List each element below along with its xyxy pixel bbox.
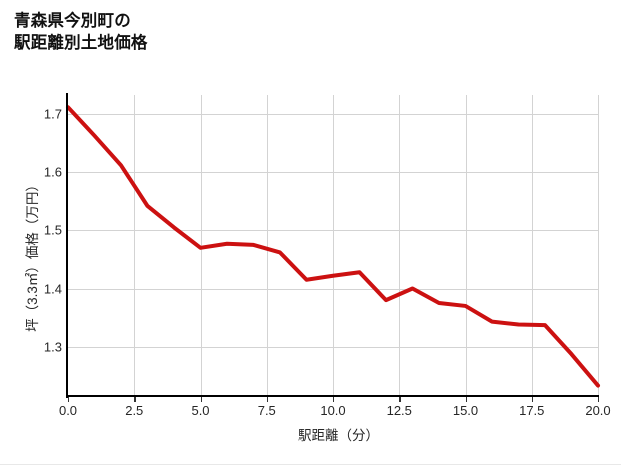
price-line bbox=[66, 105, 600, 388]
x-tick-mark bbox=[598, 397, 600, 402]
gridline-x bbox=[200, 95, 202, 396]
y-axis-label: 坪（3.3㎡）価格（万円） bbox=[25, 178, 40, 332]
y-tick-label: 1.6 bbox=[43, 164, 62, 180]
gridline-x bbox=[598, 95, 599, 396]
x-tick-mark bbox=[200, 397, 202, 402]
x-tick-mark bbox=[68, 397, 70, 402]
x-tick-mark bbox=[465, 397, 467, 402]
x-tick-label: 7.5 bbox=[257, 403, 276, 418]
x-tick-label: 15.0 bbox=[452, 403, 479, 418]
x-tick-mark bbox=[134, 397, 136, 402]
chart-title-line1: 青森県今別町の bbox=[14, 12, 131, 30]
gridline-x bbox=[399, 95, 401, 396]
x-tick-label: 20.0 bbox=[585, 403, 611, 418]
y-tick-label: 1.3 bbox=[43, 339, 62, 355]
x-tick-mark bbox=[531, 397, 534, 402]
gridline-x bbox=[333, 95, 334, 396]
x-axis-label: 駅距離（分） bbox=[298, 428, 379, 443]
x-tick-label: 2.5 bbox=[125, 403, 144, 418]
page-title: 青森県今別町の 駅距離別土地価格 bbox=[14, 10, 148, 55]
x-tick-mark bbox=[399, 397, 401, 402]
x-tick-mark bbox=[333, 397, 335, 402]
x-tick-label: 0.0 bbox=[58, 403, 78, 418]
y-tick-label: 1.7 bbox=[43, 106, 62, 122]
x-tick-mark bbox=[266, 397, 269, 402]
gridline-x bbox=[531, 95, 533, 396]
x-tick-label: 5.0 bbox=[191, 403, 210, 418]
chart-title-line2: 駅距離別土地価格 bbox=[14, 34, 148, 53]
x-axis-line bbox=[66, 395, 599, 398]
gridline-x bbox=[134, 95, 136, 396]
gridline-x bbox=[465, 95, 467, 396]
x-tick-label: 10.0 bbox=[320, 403, 346, 418]
y-tick-label: 1.4 bbox=[43, 281, 62, 296]
x-tick-label: 17.5 bbox=[519, 403, 545, 418]
y-axis-line bbox=[66, 93, 69, 398]
plot-area bbox=[66, 95, 600, 396]
gridline-x bbox=[266, 95, 268, 396]
y-tick-label: 1.5 bbox=[43, 222, 62, 238]
x-tick-label: 12.5 bbox=[386, 403, 412, 418]
line-series bbox=[66, 105, 600, 388]
